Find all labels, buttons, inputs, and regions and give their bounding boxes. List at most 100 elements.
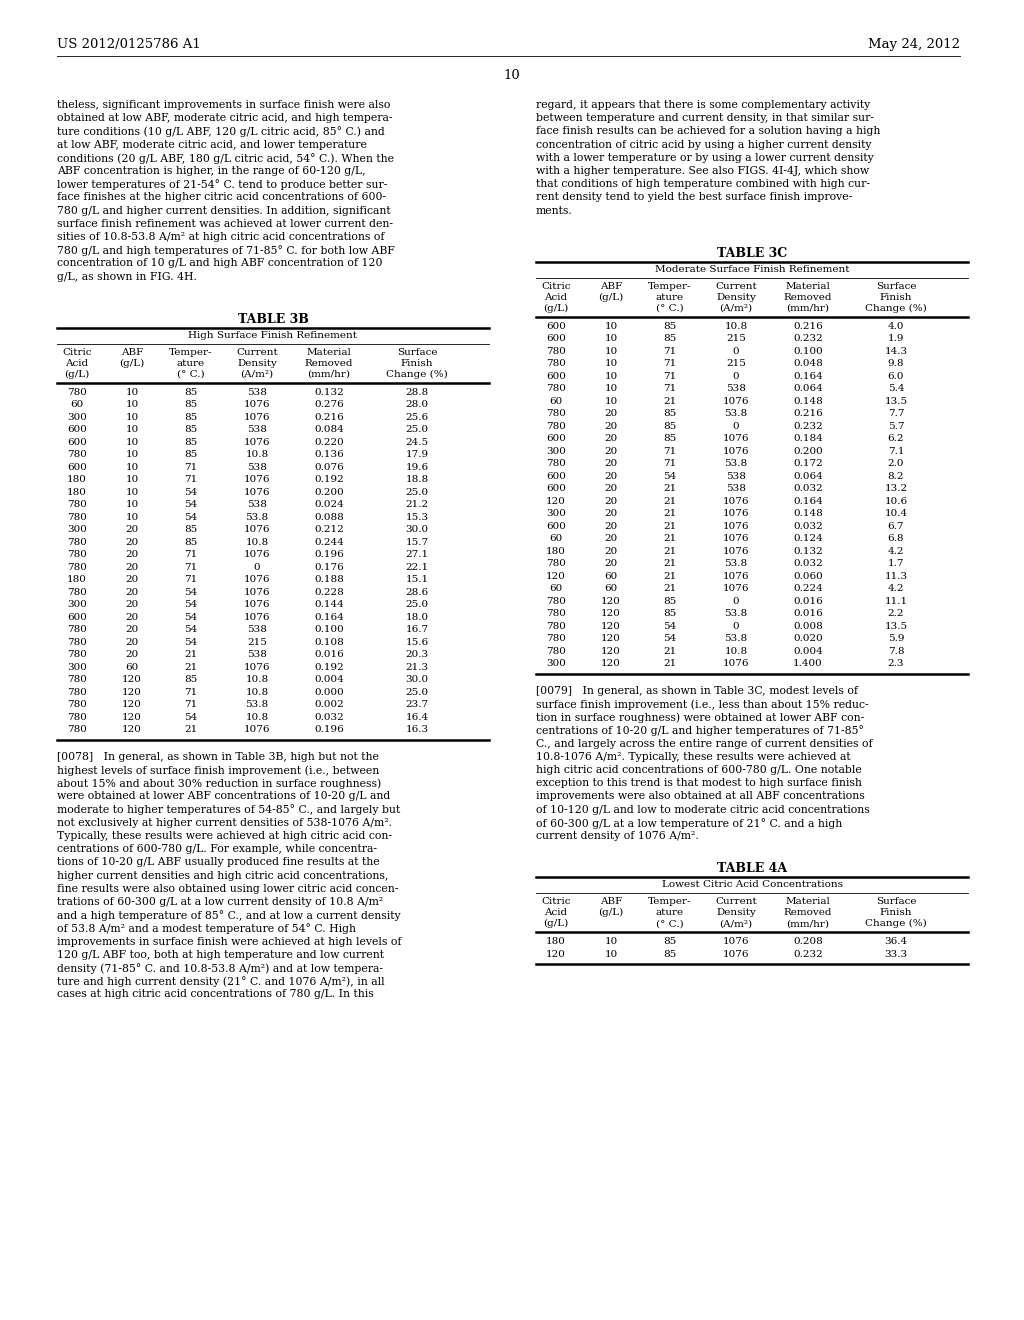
Text: 13.5: 13.5 [885, 622, 907, 631]
Text: 1076: 1076 [723, 535, 750, 544]
Text: 0: 0 [733, 372, 739, 380]
Text: 16.4: 16.4 [406, 713, 429, 722]
Text: 0.100: 0.100 [314, 626, 344, 635]
Text: 780: 780 [546, 597, 566, 606]
Text: 53.8: 53.8 [246, 512, 268, 521]
Text: 1076: 1076 [723, 521, 750, 531]
Text: 2.3: 2.3 [888, 659, 904, 668]
Text: improvements in surface finish were achieved at high levels of: improvements in surface finish were achi… [57, 937, 401, 946]
Text: 60: 60 [71, 400, 84, 409]
Text: 0.016: 0.016 [314, 651, 344, 659]
Text: (° C.): (° C.) [656, 919, 684, 928]
Text: Change (%): Change (%) [865, 919, 927, 928]
Text: 0.200: 0.200 [314, 488, 344, 496]
Text: 120: 120 [601, 659, 621, 668]
Text: 25.0: 25.0 [406, 488, 429, 496]
Text: 20: 20 [125, 601, 138, 610]
Text: (g/L): (g/L) [120, 359, 144, 368]
Text: ABF: ABF [600, 281, 623, 290]
Text: 24.5: 24.5 [406, 438, 429, 446]
Text: 2.2: 2.2 [888, 610, 904, 618]
Text: 780: 780 [546, 409, 566, 418]
Text: 71: 71 [664, 359, 677, 368]
Text: 0.232: 0.232 [794, 334, 823, 343]
Text: with a lower temperature or by using a lower current density: with a lower temperature or by using a l… [536, 153, 873, 162]
Text: obtained at low ABF, moderate citric acid, and high tempera-: obtained at low ABF, moderate citric aci… [57, 114, 392, 123]
Text: 780: 780 [546, 622, 566, 631]
Text: 53.8: 53.8 [724, 459, 748, 469]
Text: 54: 54 [184, 512, 198, 521]
Text: 0.192: 0.192 [314, 475, 344, 484]
Text: about 15% and about 30% reduction in surface roughness): about 15% and about 30% reduction in sur… [57, 779, 381, 789]
Text: 600: 600 [546, 521, 566, 531]
Text: 15.3: 15.3 [406, 512, 429, 521]
Text: 0.188: 0.188 [314, 576, 344, 585]
Text: 120 g/L ABF too, both at high temperature and low current: 120 g/L ABF too, both at high temperatur… [57, 950, 384, 960]
Text: 780: 780 [546, 647, 566, 656]
Text: (g/L): (g/L) [65, 370, 90, 379]
Text: 85: 85 [664, 434, 677, 444]
Text: 21: 21 [664, 496, 677, 506]
Text: 120: 120 [546, 572, 566, 581]
Text: 0.216: 0.216 [794, 322, 823, 331]
Text: 9.8: 9.8 [888, 359, 904, 368]
Text: 11.1: 11.1 [885, 597, 907, 606]
Text: 21: 21 [664, 510, 677, 519]
Text: 10: 10 [125, 400, 138, 409]
Text: 85: 85 [184, 388, 198, 397]
Text: 71: 71 [184, 701, 198, 709]
Text: ABF concentration is higher, in the range of 60-120 g/L,: ABF concentration is higher, in the rang… [57, 166, 366, 176]
Text: 71: 71 [184, 475, 198, 484]
Text: 0.032: 0.032 [314, 713, 344, 722]
Text: 120: 120 [122, 676, 142, 684]
Text: 780: 780 [67, 388, 87, 397]
Text: current density of 1076 A/m².: current density of 1076 A/m². [536, 832, 698, 841]
Text: 10.8: 10.8 [246, 688, 268, 697]
Text: concentration of 10 g/L and high ABF concentration of 120: concentration of 10 g/L and high ABF con… [57, 259, 383, 268]
Text: 10: 10 [604, 372, 617, 380]
Text: 0.000: 0.000 [314, 688, 344, 697]
Text: 20: 20 [125, 525, 138, 535]
Text: 10.8: 10.8 [724, 322, 748, 331]
Text: 17.9: 17.9 [406, 450, 429, 459]
Text: 8.2: 8.2 [888, 471, 904, 480]
Text: 71: 71 [184, 463, 198, 471]
Text: 85: 85 [664, 937, 677, 946]
Text: 60: 60 [604, 572, 617, 581]
Text: (mm/hr): (mm/hr) [786, 304, 829, 313]
Text: (g/L): (g/L) [598, 908, 624, 917]
Text: 60: 60 [549, 535, 562, 544]
Text: ature: ature [177, 359, 205, 368]
Text: 780: 780 [546, 384, 566, 393]
Text: 780: 780 [546, 459, 566, 469]
Text: 0.132: 0.132 [794, 546, 823, 556]
Text: 1076: 1076 [244, 488, 270, 496]
Text: (g/L): (g/L) [598, 293, 624, 302]
Text: surface finish improvement (i.e., less than about 15% reduc-: surface finish improvement (i.e., less t… [536, 700, 868, 710]
Text: 20: 20 [125, 537, 138, 546]
Text: 10: 10 [125, 413, 138, 422]
Text: (A/m²): (A/m²) [241, 370, 273, 379]
Text: 85: 85 [664, 949, 677, 958]
Text: 180: 180 [546, 546, 566, 556]
Text: 120: 120 [122, 688, 142, 697]
Text: 4.2: 4.2 [888, 546, 904, 556]
Text: 30.0: 30.0 [406, 676, 429, 684]
Text: 36.4: 36.4 [885, 937, 907, 946]
Text: C., and largely across the entire range of current densities of: C., and largely across the entire range … [536, 739, 872, 748]
Text: 54: 54 [664, 471, 677, 480]
Text: 120: 120 [601, 647, 621, 656]
Text: 23.7: 23.7 [406, 701, 429, 709]
Text: 25.0: 25.0 [406, 601, 429, 610]
Text: 25.0: 25.0 [406, 688, 429, 697]
Text: 27.1: 27.1 [406, 550, 429, 560]
Text: 21: 21 [664, 647, 677, 656]
Text: 0.132: 0.132 [314, 388, 344, 397]
Text: 1076: 1076 [244, 587, 270, 597]
Text: 71: 71 [664, 384, 677, 393]
Text: 1076: 1076 [723, 446, 750, 455]
Text: ture conditions (10 g/L ABF, 120 g/L citric acid, 85° C.) and: ture conditions (10 g/L ABF, 120 g/L cit… [57, 127, 385, 137]
Text: 25.0: 25.0 [406, 425, 429, 434]
Text: 0.108: 0.108 [314, 638, 344, 647]
Text: 1076: 1076 [244, 525, 270, 535]
